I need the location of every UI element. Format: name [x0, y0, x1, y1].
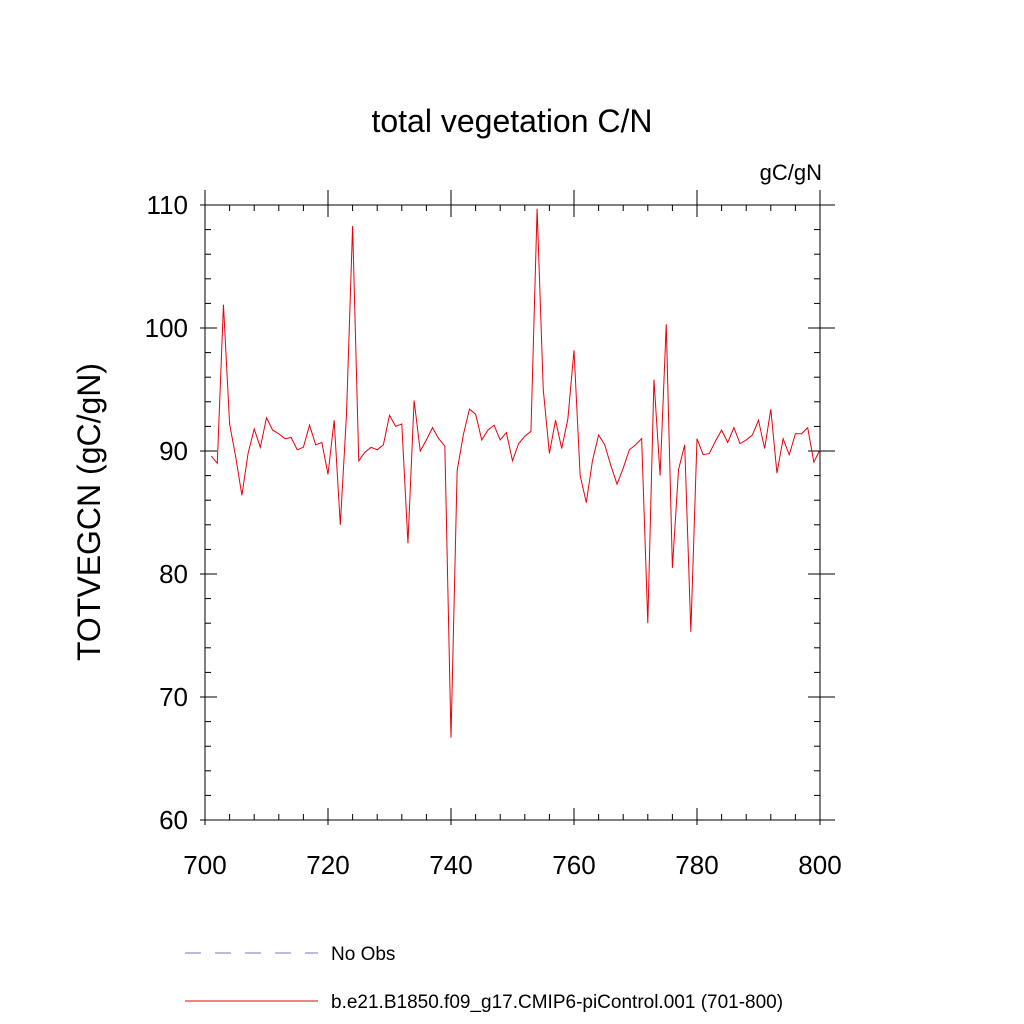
- plot-frame: [204, 204, 821, 821]
- x-tick-label: 760: [552, 850, 595, 880]
- y-tick-label: 90: [159, 436, 188, 466]
- x-tick-label: 720: [306, 850, 349, 880]
- legend-label-no-obs: No Obs: [331, 944, 395, 965]
- legend-label-model: b.e21.B1850.f09_g17.CMIP6-piControl.001 …: [331, 992, 783, 1013]
- x-tick-label: 780: [675, 850, 718, 880]
- series-line: [210, 208, 821, 738]
- units-label: gC/gN: [760, 160, 822, 185]
- y-tick-label: 60: [159, 805, 188, 835]
- y-axis-label: TOTVEGCN (gC/gN): [71, 363, 107, 661]
- y-tick-label: 100: [145, 313, 188, 343]
- legend: No Obs b.e21.B1850.f09_g17.CMIP6-piContr…: [185, 944, 783, 1013]
- y-tick-label: 80: [159, 559, 188, 589]
- chart-title: total vegetation C/N: [371, 103, 652, 139]
- x-tick-label: 800: [798, 850, 841, 880]
- series-layer: [210, 208, 821, 738]
- y-tick-label: 70: [159, 682, 188, 712]
- y-tick-label: 110: [147, 190, 188, 220]
- axis-ticks: 700 720 740 760 780 800 60 70 80 90 100 110: [145, 190, 842, 880]
- x-tick-label: 700: [183, 850, 226, 880]
- x-tick-label: 740: [429, 850, 472, 880]
